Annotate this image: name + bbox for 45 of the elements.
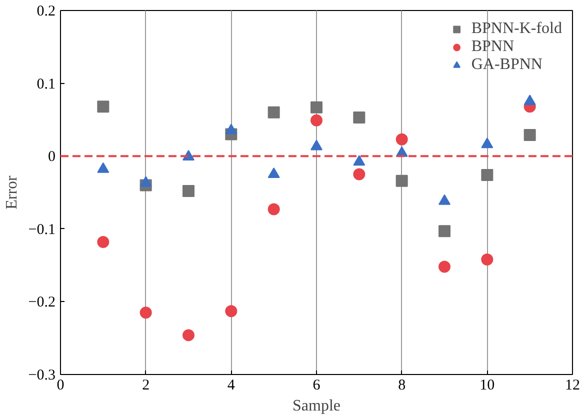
point xyxy=(182,185,194,198)
x-tick-label: 6 xyxy=(312,378,321,394)
x-tick-label: 8 xyxy=(398,378,406,394)
x-axis-title: Sample xyxy=(292,398,341,414)
point xyxy=(524,94,536,106)
point xyxy=(97,162,110,173)
point xyxy=(353,155,366,166)
point xyxy=(268,167,280,178)
y-tick-label: −0.2 xyxy=(28,294,56,311)
x-tick-label: 12 xyxy=(565,378,580,394)
point xyxy=(438,225,450,238)
point xyxy=(524,128,536,141)
point xyxy=(97,100,110,113)
point xyxy=(268,203,280,216)
point xyxy=(140,306,152,319)
point xyxy=(396,133,408,146)
y-tick-label: 0 xyxy=(48,149,56,166)
legend-label: BPNN-K-fold xyxy=(471,20,562,38)
point xyxy=(225,124,238,134)
x-tick-label: 2 xyxy=(142,378,150,394)
point xyxy=(97,236,110,248)
legend-label: GA-BPNN xyxy=(471,56,542,74)
point xyxy=(481,169,494,182)
point xyxy=(268,106,280,118)
point xyxy=(481,253,494,266)
point xyxy=(310,114,322,126)
y-tick-label: −0.3 xyxy=(28,368,56,384)
point xyxy=(310,140,322,150)
point xyxy=(481,138,494,148)
point xyxy=(353,168,366,180)
point xyxy=(438,260,450,273)
point xyxy=(438,194,450,205)
point xyxy=(396,174,408,187)
y-axis-title: Error xyxy=(3,174,20,210)
legend-label: BPNN xyxy=(471,38,514,56)
y-tick-label: −0.1 xyxy=(28,222,56,238)
x-tick-label: 10 xyxy=(480,378,495,394)
point xyxy=(182,329,194,342)
point xyxy=(310,101,322,114)
x-tick-label: 4 xyxy=(227,378,236,394)
point xyxy=(225,305,238,318)
point xyxy=(353,112,366,124)
y-tick-label: 0.1 xyxy=(36,76,56,92)
y-tick-label: 0.2 xyxy=(36,4,56,20)
point xyxy=(140,176,152,187)
